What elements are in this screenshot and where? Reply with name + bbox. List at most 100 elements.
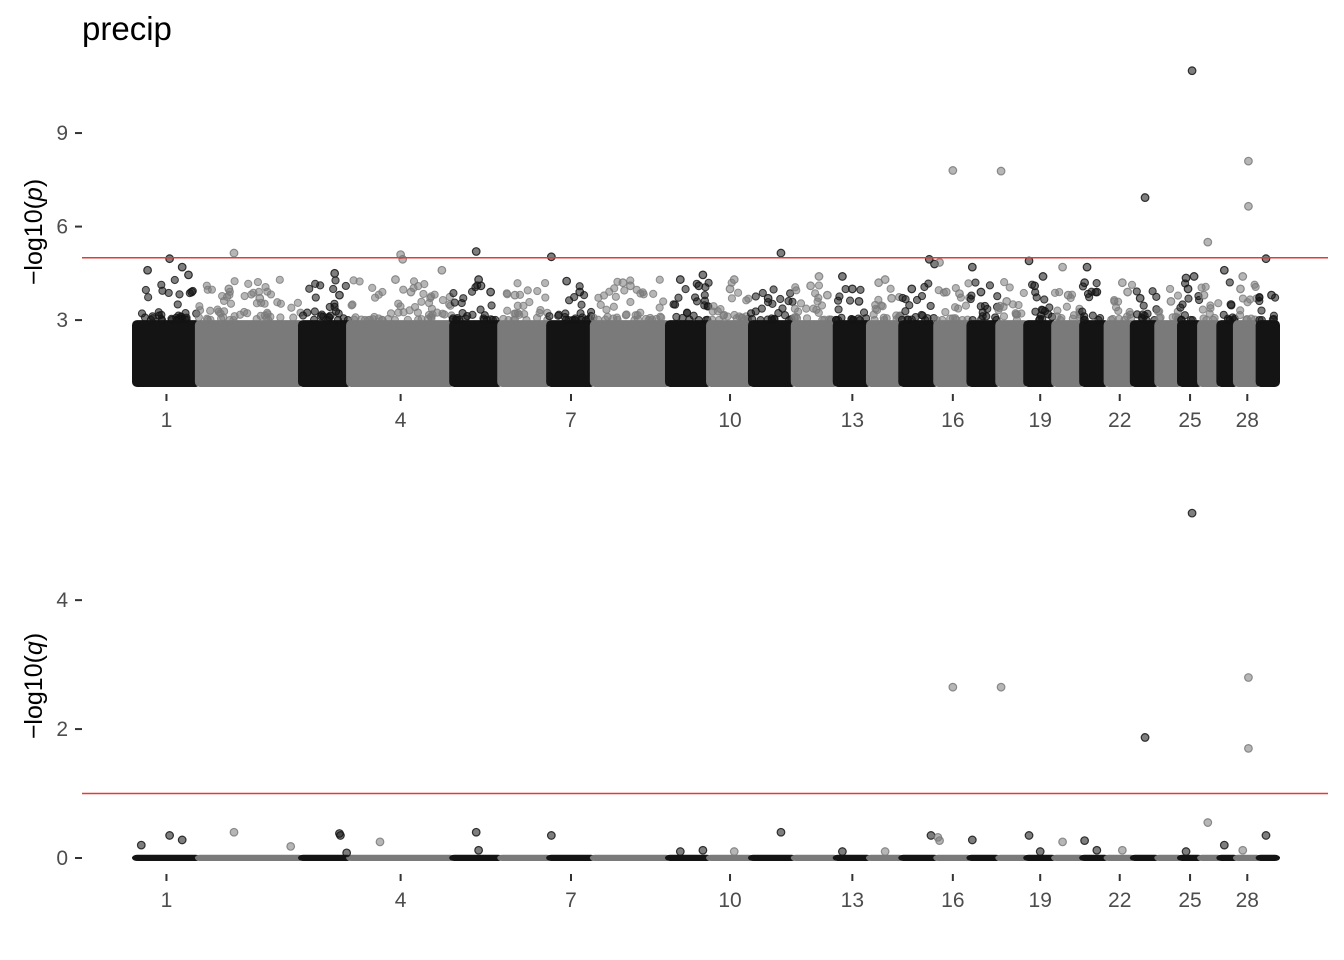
chromosome-band-26	[1197, 320, 1223, 387]
snp-point	[451, 315, 460, 325]
chromosome-band-12	[790, 854, 839, 861]
snp-point-outlier	[546, 831, 556, 840]
snp-point	[144, 293, 153, 302]
snp-point	[459, 294, 468, 303]
chromosome-band-11	[747, 320, 797, 387]
snp-point-outlier	[822, 290, 832, 300]
snp-point	[649, 289, 658, 298]
snp-point	[409, 277, 419, 286]
top-x-axis: 1 4 7 10 13 16 19 22 25 28	[161, 394, 1259, 432]
snp-point	[170, 275, 179, 285]
snp-point-outlier	[1035, 847, 1045, 856]
snp-point	[961, 301, 971, 310]
snp-point	[1055, 288, 1064, 297]
snp-point	[1056, 315, 1065, 325]
snp-point	[206, 315, 215, 324]
x-tick-label: 4	[395, 889, 407, 912]
y-tick-label: 6	[56, 216, 68, 239]
snp-point	[951, 314, 960, 323]
chromosome-band-2	[194, 320, 305, 387]
snp-point	[596, 300, 605, 309]
top-ylabel-suffix: )	[20, 179, 48, 187]
snp-point	[641, 314, 651, 324]
snp-point-outlier	[725, 284, 735, 294]
snp-point	[911, 312, 920, 322]
snp-point	[334, 309, 343, 318]
snp-point-outlier	[1267, 290, 1276, 300]
chromosome-band-17	[966, 854, 1002, 861]
chromosome-band-4	[346, 320, 456, 387]
snp-point	[247, 290, 256, 299]
snp-point-outlier	[1030, 281, 1040, 291]
chromosome-band-21	[1079, 854, 1110, 861]
snp-point	[854, 314, 863, 323]
snp-point	[1152, 292, 1161, 301]
snp-point	[244, 279, 253, 288]
chromosome-band-7	[546, 854, 596, 861]
chromosome-band-14	[865, 320, 905, 387]
snp-point-outlier	[177, 835, 187, 845]
snp-point	[589, 313, 598, 322]
snp-point	[331, 276, 340, 285]
snp-point	[1031, 307, 1040, 316]
snp-point	[148, 314, 158, 323]
snp-point	[932, 315, 941, 325]
snp-point-outlier	[575, 287, 585, 297]
snp-point-outlier	[1203, 237, 1213, 247]
snp-point-outlier	[1080, 278, 1089, 288]
snp-point	[1005, 283, 1014, 292]
snp-point	[1225, 278, 1234, 287]
snp-point-outlier	[286, 841, 296, 851]
snp-point-outlier	[1238, 845, 1248, 855]
snp-point	[427, 304, 437, 313]
snp-point	[504, 315, 513, 325]
x-tick-label: 22	[1108, 889, 1131, 912]
x-tick-label: 7	[565, 889, 577, 912]
chromosome-band-29	[1255, 854, 1280, 861]
snp-point	[1014, 300, 1023, 310]
snp-point	[1068, 314, 1077, 323]
snp-point-outlier	[177, 262, 187, 272]
snp-point-outlier	[1261, 831, 1271, 840]
snp-point-outlier	[1135, 293, 1145, 303]
snp-point-outlier	[763, 293, 773, 303]
snp-point-outlier	[486, 287, 496, 297]
snp-point	[1238, 294, 1248, 303]
snp-point	[905, 301, 914, 310]
snp-point	[266, 290, 276, 299]
snp-point	[971, 278, 980, 287]
snp-point	[845, 296, 855, 305]
snp-point	[1255, 293, 1264, 302]
snp-point-outlier	[187, 287, 197, 297]
snp-point	[355, 277, 364, 286]
snp-point-outlier	[1063, 290, 1073, 300]
snp-point-outlier	[562, 276, 572, 286]
snp-point	[581, 315, 590, 325]
snp-point	[305, 284, 314, 293]
x-tick-label: 19	[1029, 889, 1052, 912]
snp-point	[571, 315, 580, 325]
snp-point	[1000, 278, 1009, 287]
snp-point-outlier	[1140, 193, 1150, 202]
snp-point-outlier	[776, 248, 786, 258]
snp-point-outlier	[1024, 831, 1034, 840]
snp-point	[173, 300, 182, 309]
chromosome-band-3	[298, 320, 353, 387]
snp-point	[195, 302, 204, 311]
snp-point	[967, 291, 976, 300]
snp-point	[1019, 288, 1028, 298]
snp-point	[523, 286, 532, 295]
snp-point-outlier	[996, 166, 1006, 176]
chromosome-band-5	[449, 320, 504, 387]
bottom-panel: 0 2 4 1 4 7 10 13 16 19 22 25 28 −log10(q)	[20, 508, 1328, 912]
snp-point	[540, 278, 550, 288]
snp-point	[609, 302, 618, 311]
snp-point	[253, 277, 263, 287]
top-points-layer	[132, 66, 1280, 387]
chromosome-band-16	[933, 320, 973, 387]
snp-point	[311, 279, 320, 288]
snp-point-outlier	[1219, 265, 1229, 275]
snp-point-outlier	[136, 840, 146, 850]
snp-point	[719, 310, 729, 320]
